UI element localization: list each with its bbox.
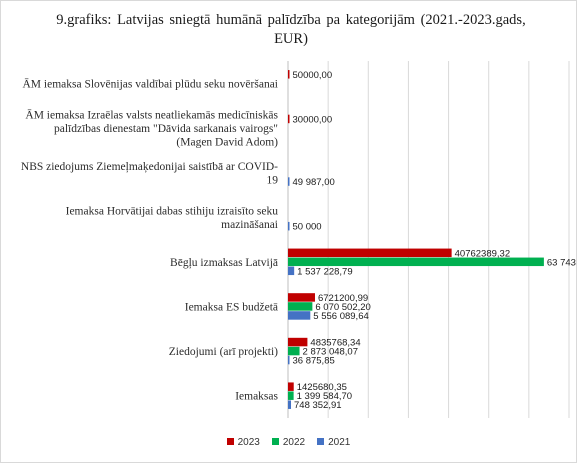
category-label: Iemaksa ES budžetā	[185, 301, 278, 313]
data-label-2023-izraela: 30000,00	[293, 114, 333, 125]
bar-2021-begli	[288, 266, 295, 276]
category-label: palīdzības dienestam "Dāvida sarkanais v…	[54, 123, 278, 135]
bar-2021-ziedojumi	[288, 355, 290, 365]
data-label-2022-begli: 63 743 999,86	[547, 257, 576, 268]
legend-label: 2021	[328, 437, 351, 448]
data-label-2021-ziedojumi: 36 875,85	[293, 356, 335, 367]
bar-2022-es	[288, 302, 313, 311]
data-label-2023-iemaksas: 1425680,35	[297, 382, 347, 393]
category-label: (Magen David Adom)	[176, 136, 278, 148]
legend-item-2022: 2022	[271, 437, 306, 448]
data-label-2021-begli: 1 537 228,79	[297, 266, 352, 277]
category-label: Iemaksas	[235, 391, 278, 403]
legend-swatch	[271, 438, 279, 445]
category-label: Iemaksa Horvātijai dabas stihiju izraisī…	[66, 205, 279, 217]
bar-2022-ziedojumi	[288, 346, 300, 356]
category-label: NBS ziedojums Ziemeļmaķedonijai saistībā…	[21, 161, 278, 173]
bar-2022-iemaksas	[288, 391, 294, 400]
data-label-2023-begli: 40762389,32	[455, 248, 510, 259]
bar-2021-es	[288, 311, 311, 320]
legend-label: 2022	[282, 437, 306, 448]
bar-2023-ziedojumi	[288, 337, 308, 347]
legend-swatch	[226, 438, 234, 445]
category-label: ĀM iemaksa Izraēlas valsts neatliekamās …	[25, 108, 278, 121]
bar-2023-slovenija	[288, 70, 290, 79]
data-label-2023-slovenija: 50000,00	[293, 70, 333, 81]
chart-title: 9.grafiks: Latvijas sniegtā humānā palīd…	[56, 12, 526, 47]
bar-2021-nbs	[288, 177, 290, 186]
chart-legend: 2023 2022 2021	[1, 437, 576, 448]
bar-2023-iemaksas	[288, 382, 294, 391]
data-label-2023-es: 6721200,99	[318, 293, 368, 304]
data-label-2021-iemaksas: 748 352,91	[294, 400, 342, 411]
data-label-2021-horvatija: 50 000	[293, 222, 322, 233]
category-label: ĀM iemaksa Slovēnijas valdībai plūdu sek…	[22, 77, 278, 90]
legend-item-2023: 2023	[226, 437, 260, 448]
bar-2021-iemaksas	[288, 400, 292, 409]
category-label: 19	[267, 174, 279, 186]
bar-2021-horvatija	[288, 221, 290, 231]
data-label-2021-nbs: 49 987,00	[293, 177, 335, 188]
bar-2023-es	[288, 293, 315, 302]
data-label-2022-ziedojumi: 2 873 048,07	[303, 347, 358, 358]
bar-2022-begli	[288, 257, 544, 267]
legend-label: 2023	[237, 437, 260, 448]
category-label: mazināšanai	[221, 219, 278, 231]
data-label-2022-iemaksas: 1 399 584,70	[297, 391, 352, 402]
category-label: Bēgļu izmaksas Latvijā	[170, 257, 278, 269]
bar-2023-izraela	[288, 114, 290, 124]
data-label-2021-es: 5 556 089,64	[313, 311, 368, 322]
category-label: Ziedojumi (arī projekti)	[169, 346, 278, 358]
legend-item-2021: 2021	[317, 437, 350, 448]
data-label-2023-ziedojumi: 4835768,34	[310, 338, 360, 349]
bar-2023-begli	[288, 248, 452, 258]
data-label-2022-es: 6 070 502,20	[315, 302, 370, 313]
legend-swatch	[317, 438, 325, 445]
